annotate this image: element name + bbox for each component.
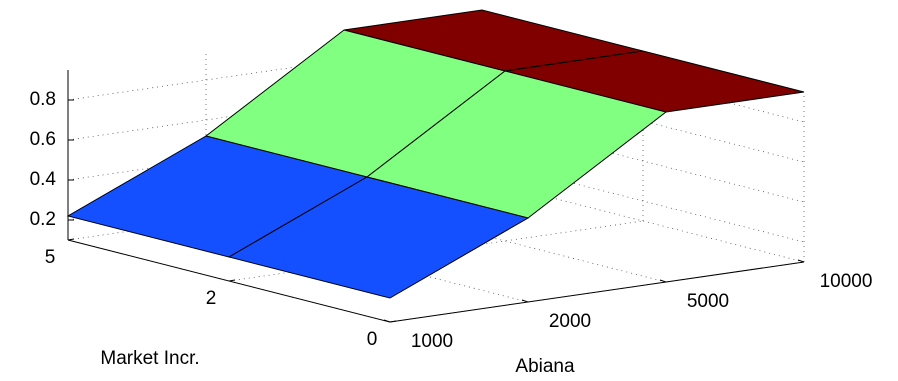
grid-line [205,219,529,303]
y-tick [67,238,75,241]
x-tick [521,299,529,303]
y-tick-label: 5 [45,247,56,268]
x-tick-label: 5000 [687,291,729,312]
x-tick-label: 10000 [820,271,873,292]
y-tick [389,320,397,323]
y-tick [228,279,236,282]
x-tick-label: 1000 [411,331,453,352]
x-tick [383,319,391,323]
y-axis-label: Market Incr. [100,348,199,369]
z-tick-label: 0.2 [30,209,56,230]
y-tick-label: 2 [206,288,217,309]
x-tick [797,259,805,263]
z-tick-label: 0.6 [30,129,56,150]
x-axis-label: Abiana [515,356,575,377]
grid-line [343,199,667,283]
x-tick [659,279,667,283]
z-tick-label: 0.4 [30,169,57,190]
surface-face [227,176,530,299]
x-axis [389,261,805,323]
z-tick-label: 0.8 [30,89,56,110]
y-tick-label: 0 [367,329,378,350]
grid-line [481,179,805,263]
x-tick-label: 2000 [549,311,591,332]
